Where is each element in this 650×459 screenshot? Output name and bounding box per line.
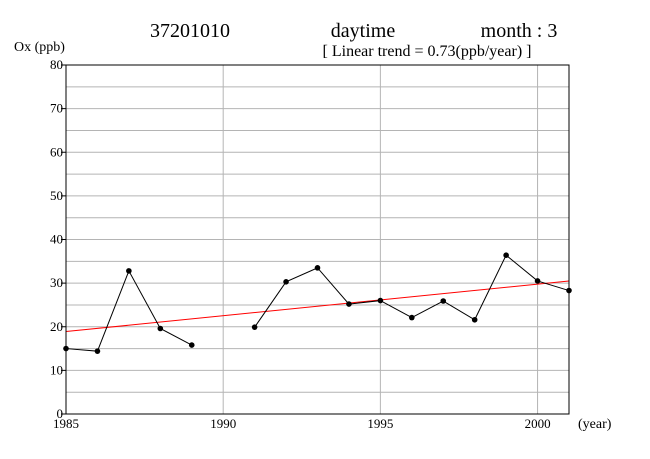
x-tick-label: 2000 — [525, 416, 551, 431]
y-tick-label: 0 — [57, 406, 64, 421]
month-label: month : 3 — [481, 20, 558, 42]
grid-lines — [66, 65, 569, 414]
data-point — [314, 265, 321, 271]
data-point — [503, 252, 509, 259]
y-tick-label: 60 — [50, 144, 63, 159]
data-point — [440, 298, 447, 304]
y-axis-label: Ox (ppb) — [14, 40, 65, 55]
data-point — [377, 297, 384, 304]
y-tick-label: 40 — [50, 232, 63, 247]
series-layer — [63, 252, 572, 354]
trend-label: [ Linear trend = 0.73(ppb/year) ] — [323, 43, 532, 60]
data-point — [251, 324, 258, 330]
tick-labels: 0 10 20 30 40 50 60 70 80 1985 1990 1995 2000 — [50, 57, 551, 431]
x-tick-label: 1995 — [367, 416, 393, 431]
period-label: daytime — [331, 20, 396, 42]
trend-line-layer — [65, 280, 570, 333]
y-tick-label: 30 — [50, 275, 63, 290]
data-point — [534, 278, 541, 284]
y-tick-label: 80 — [50, 57, 63, 72]
data-point — [188, 342, 195, 348]
y-tick-label: 20 — [50, 319, 63, 334]
data-point — [126, 268, 132, 274]
station-id: 37201010 — [150, 20, 230, 42]
plot-frame — [65, 64, 570, 415]
data-point — [346, 301, 352, 307]
x-tick-label: 1985 — [53, 416, 79, 431]
data-point — [409, 314, 415, 321]
data-point — [471, 316, 478, 323]
y-tick-label: 50 — [50, 188, 63, 203]
x-tick-label: 1990 — [210, 416, 236, 431]
data-point — [94, 348, 101, 354]
data-point — [157, 325, 164, 332]
trend-line — [65, 280, 570, 333]
y-tick-label: 70 — [50, 101, 63, 116]
data-point — [283, 279, 289, 285]
y-tick-label: 10 — [50, 362, 63, 377]
x-axis-label: (year) — [578, 417, 612, 432]
